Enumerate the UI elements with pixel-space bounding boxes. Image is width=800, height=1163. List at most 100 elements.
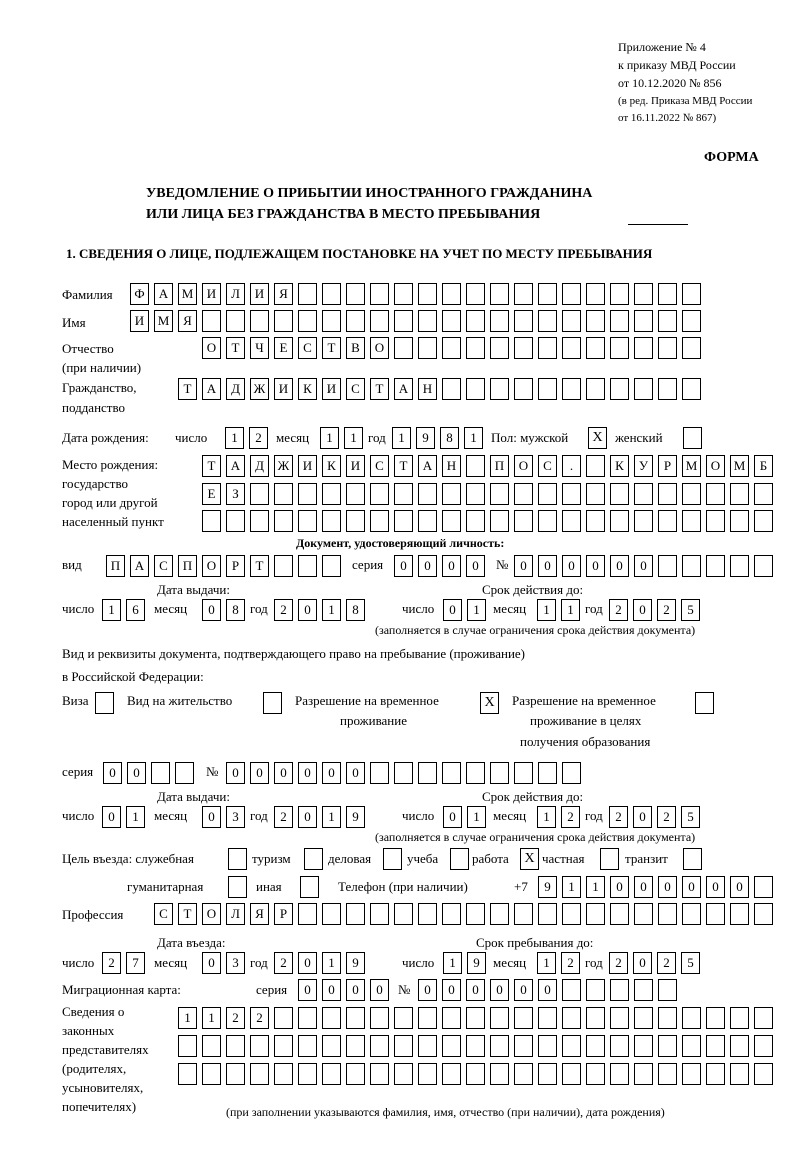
char-cell[interactable]: 0	[202, 599, 221, 621]
char-cell[interactable]: В	[346, 337, 365, 359]
char-cell[interactable]: М	[154, 310, 173, 332]
char-cell[interactable]: 0	[633, 806, 652, 828]
char-cell[interactable]: 6	[126, 599, 145, 621]
char-cell[interactable]	[562, 283, 581, 305]
char-cell[interactable]	[562, 378, 581, 400]
char-cell[interactable]: 1	[126, 806, 145, 828]
char-cell[interactable]	[610, 337, 629, 359]
char-cell[interactable]	[562, 1007, 581, 1029]
char-cell[interactable]	[562, 310, 581, 332]
char-cell[interactable]: А	[394, 378, 413, 400]
char-cell[interactable]	[682, 283, 701, 305]
char-cell[interactable]	[610, 903, 629, 925]
char-cell[interactable]	[634, 1063, 653, 1085]
char-cell[interactable]	[514, 510, 533, 532]
char-cell[interactable]	[514, 483, 533, 505]
char-cell[interactable]: 5	[681, 806, 700, 828]
char-cell[interactable]: Ж	[250, 378, 269, 400]
char-cell[interactable]: А	[130, 555, 149, 577]
purpose-business-checkbox[interactable]	[383, 848, 402, 870]
char-cell[interactable]: О	[370, 337, 389, 359]
char-cell[interactable]: Р	[658, 455, 677, 477]
char-cell[interactable]	[202, 310, 221, 332]
char-cell[interactable]	[538, 762, 557, 784]
char-cell[interactable]	[442, 1007, 461, 1029]
char-cell[interactable]	[586, 510, 605, 532]
char-cell[interactable]: 0	[127, 762, 146, 784]
char-cell[interactable]: Н	[418, 378, 437, 400]
char-cell[interactable]: А	[226, 455, 245, 477]
purpose-work-checkbox[interactable]: X	[520, 848, 539, 870]
char-cell[interactable]	[538, 310, 557, 332]
char-cell[interactable]	[442, 337, 461, 359]
char-cell[interactable]: 1	[443, 952, 462, 974]
char-cell[interactable]	[178, 1063, 197, 1085]
char-cell[interactable]	[706, 903, 725, 925]
char-cell[interactable]	[466, 1035, 485, 1057]
char-cell[interactable]	[586, 455, 605, 477]
char-cell[interactable]: П	[178, 555, 197, 577]
char-cell[interactable]: 2	[609, 952, 628, 974]
char-cell[interactable]	[514, 1035, 533, 1057]
char-cell[interactable]: С	[538, 455, 557, 477]
char-cell[interactable]	[370, 510, 389, 532]
char-cell[interactable]	[610, 979, 629, 1001]
char-cell[interactable]: 0	[610, 555, 629, 577]
char-cell[interactable]: Л	[226, 283, 245, 305]
char-cell[interactable]: 0	[322, 979, 341, 1001]
char-cell[interactable]	[634, 483, 653, 505]
char-cell[interactable]: 0	[633, 952, 652, 974]
char-cell[interactable]: 3	[226, 806, 245, 828]
char-cell[interactable]: 0	[730, 876, 749, 898]
char-cell[interactable]	[322, 555, 341, 577]
char-cell[interactable]: Д	[250, 455, 269, 477]
char-cell[interactable]: 2	[102, 952, 121, 974]
char-cell[interactable]: С	[154, 903, 173, 925]
char-cell[interactable]	[370, 762, 389, 784]
char-cell[interactable]: Т	[370, 378, 389, 400]
char-cell[interactable]: 0	[226, 762, 245, 784]
char-cell[interactable]	[322, 510, 341, 532]
char-cell[interactable]	[538, 337, 557, 359]
char-cell[interactable]	[418, 283, 437, 305]
char-cell[interactable]	[514, 1063, 533, 1085]
char-cell[interactable]	[490, 903, 509, 925]
char-cell[interactable]	[322, 1035, 341, 1057]
char-cell[interactable]: П	[490, 455, 509, 477]
char-cell[interactable]	[730, 555, 749, 577]
char-cell[interactable]	[754, 903, 773, 925]
char-cell[interactable]: 0	[538, 979, 557, 1001]
sex-female-checkbox[interactable]	[683, 427, 702, 449]
char-cell[interactable]	[490, 510, 509, 532]
char-cell[interactable]	[514, 1007, 533, 1029]
char-cell[interactable]: 0	[610, 876, 629, 898]
char-cell[interactable]: 0	[443, 599, 462, 621]
char-cell[interactable]	[250, 310, 269, 332]
char-cell[interactable]	[466, 510, 485, 532]
char-cell[interactable]	[298, 1007, 317, 1029]
char-cell[interactable]: С	[346, 378, 365, 400]
char-cell[interactable]	[274, 1007, 293, 1029]
char-cell[interactable]	[418, 762, 437, 784]
char-cell[interactable]	[658, 979, 677, 1001]
char-cell[interactable]: И	[298, 455, 317, 477]
char-cell[interactable]	[634, 283, 653, 305]
char-cell[interactable]	[202, 510, 221, 532]
purpose-private-checkbox[interactable]	[600, 848, 619, 870]
char-cell[interactable]: .	[562, 455, 581, 477]
char-cell[interactable]	[442, 510, 461, 532]
char-cell[interactable]	[634, 1007, 653, 1029]
char-cell[interactable]	[610, 378, 629, 400]
char-cell[interactable]: 9	[346, 952, 365, 974]
char-cell[interactable]	[706, 1063, 725, 1085]
char-cell[interactable]	[346, 283, 365, 305]
char-cell[interactable]: 0	[298, 762, 317, 784]
char-cell[interactable]	[562, 510, 581, 532]
sex-male-checkbox[interactable]: X	[588, 427, 607, 449]
char-cell[interactable]	[682, 1035, 701, 1057]
char-cell[interactable]: 0	[298, 599, 317, 621]
char-cell[interactable]	[754, 483, 773, 505]
char-cell[interactable]	[466, 378, 485, 400]
char-cell[interactable]: Д	[226, 378, 245, 400]
visa-checkbox[interactable]	[95, 692, 114, 714]
